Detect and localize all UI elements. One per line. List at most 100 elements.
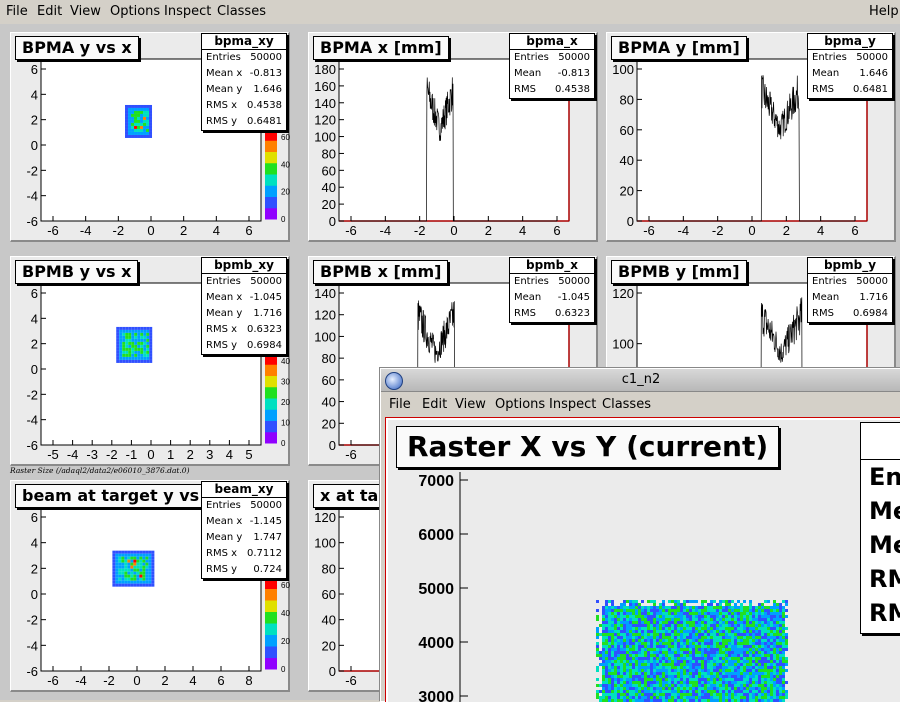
raster-cell: [689, 651, 692, 654]
raster-cell: [689, 645, 692, 648]
hist2d-cell: [140, 128, 144, 132]
raster-cell: [605, 609, 608, 612]
hist2d-cell: [124, 550, 128, 554]
window-menu-view[interactable]: View: [455, 397, 486, 412]
pad-bpma_x[interactable]: -6 -4 -2 0 2 4 6 180 160 140 120 100 80 60 40 20 0 BPMA x…: [308, 32, 598, 242]
raster-cell: [680, 639, 683, 642]
raster-cell: [683, 618, 686, 621]
raster-cell: [596, 666, 599, 669]
raster-cell: [746, 690, 749, 693]
raster-cell: [689, 672, 692, 675]
raster-cell: [656, 678, 659, 681]
raster-cell: [686, 600, 689, 603]
raster-cell: [620, 651, 623, 654]
hist2d-cell: [112, 583, 116, 587]
raster-cell: [773, 648, 776, 651]
pad-bpmb_xy[interactable]: -5 -4 -3 -2 -1 0 1 2 3 4 5 6 4 2 0 -2 -4 -6 40 30 20 10 0 BPMB …: [10, 256, 290, 466]
window-titlebar[interactable]: c1_n2: [381, 369, 900, 392]
raster-cell: [650, 669, 653, 672]
window-menu-edit[interactable]: Edit: [422, 397, 448, 412]
raster-cell: [689, 609, 692, 612]
hist2d-cell: [139, 583, 143, 587]
raster-cell: [623, 651, 626, 654]
x-tick-label: 2: [180, 223, 187, 238]
raster-cell: [683, 600, 686, 603]
menu-help[interactable]: Help: [869, 4, 899, 19]
raster-cell: [611, 606, 614, 609]
raster-canvas[interactable]: 7000 6000 5000 4000 3000 Raster X vs Y (curr…: [385, 417, 900, 702]
raster-cell: [626, 639, 629, 642]
raster-cell: [731, 600, 734, 603]
raster-cell: [617, 669, 620, 672]
menu-view[interactable]: View: [70, 4, 101, 19]
hist2d-cell: [124, 562, 128, 566]
raster-cell: [701, 600, 704, 603]
raster-cell: [707, 633, 710, 636]
window-menu-file[interactable]: File: [389, 397, 411, 412]
raster-cell: [686, 657, 689, 660]
raster-cell: [758, 663, 761, 666]
raster-pad[interactable]: 7000 6000 5000 4000 3000 Raster X vs Y (curr…: [388, 420, 900, 702]
raster-cell: [689, 693, 692, 696]
raster-cell: [782, 690, 785, 693]
raster-cell: [617, 648, 620, 651]
raster-cell: [776, 618, 779, 621]
x-tick-label: -4: [380, 223, 392, 238]
raster-cell: [638, 648, 641, 651]
raster-cell: [623, 615, 626, 618]
raster-cell: [638, 627, 641, 630]
pad-bpma_xy[interactable]: -6 -4 -2 0 2 4 6 6 4 2 0 -2 -4 -6 60 40 20 0 BPMA y vs x bp…: [10, 32, 290, 242]
raster-cell: [653, 681, 656, 684]
raster-cell: [629, 696, 632, 699]
hist2d-cell: [119, 341, 123, 345]
pad-bpma_y[interactable]: -6 -4 -2 0 2 4 6 100 80 60 40 20 0 BPMA y [mm] bpma_y E…: [606, 32, 896, 242]
window-menu-options[interactable]: Options: [495, 397, 546, 412]
raster-cell: [770, 666, 773, 669]
window-menu-classes[interactable]: Classes: [602, 397, 651, 412]
menu-file[interactable]: File: [6, 4, 28, 19]
raster-cell: [689, 615, 692, 618]
hist2d-cell: [119, 359, 123, 363]
raster-cell: [707, 693, 710, 696]
raster-cell: [599, 654, 602, 657]
hist2d-cell: [134, 131, 138, 135]
raster-cell: [683, 615, 686, 618]
menu-options[interactable]: Options: [110, 4, 161, 19]
raster-cell: [686, 660, 689, 663]
raster-cell: [761, 633, 764, 636]
raster-cell: [752, 615, 755, 618]
raster-cell: [680, 678, 683, 681]
pad-beam_xy[interactable]: -6 -4 -2 0 2 4 6 8 6 4 2 0 -2 -4 -6 60 40 20 0 beam at targ…: [10, 480, 290, 692]
stats-row: RMS y 0.6984: [202, 338, 286, 354]
raster-cell: [734, 681, 737, 684]
menu-edit[interactable]: Edit: [37, 4, 63, 19]
hist2d-cell: [139, 556, 143, 560]
window-menu-inspect[interactable]: Inspect: [549, 397, 597, 412]
menu-classes[interactable]: Classes: [217, 4, 266, 19]
raster-cell: [785, 642, 788, 645]
canvas-window-c1-n2[interactable]: c1_n2 File Edit View Options Inspect Cla…: [380, 368, 900, 702]
raster-cell: [626, 657, 629, 660]
raster-cell: [605, 633, 608, 636]
hist2d-cell: [136, 577, 140, 581]
raster-cell: [752, 636, 755, 639]
raster-cell: [611, 681, 614, 684]
raster-cell: [665, 615, 668, 618]
raster-cell: [677, 687, 680, 690]
raster-cell: [656, 693, 659, 696]
raster-cell: [776, 690, 779, 693]
raster-cell: [602, 615, 605, 618]
raster-cell: [704, 606, 707, 609]
menu-inspect[interactable]: Inspect: [164, 4, 212, 19]
raster-cell: [737, 612, 740, 615]
raster-cell: [749, 660, 752, 663]
raster-cell: [743, 618, 746, 621]
raster-cell: [779, 624, 782, 627]
raster-cell: [734, 687, 737, 690]
raster-cell: [755, 645, 758, 648]
y-tick-label: -2: [26, 613, 38, 628]
pad-title: BPMA x [mm]: [313, 36, 449, 60]
raster-cell: [665, 666, 668, 669]
hist2d-cell: [128, 326, 132, 330]
raster-cell: [632, 669, 635, 672]
